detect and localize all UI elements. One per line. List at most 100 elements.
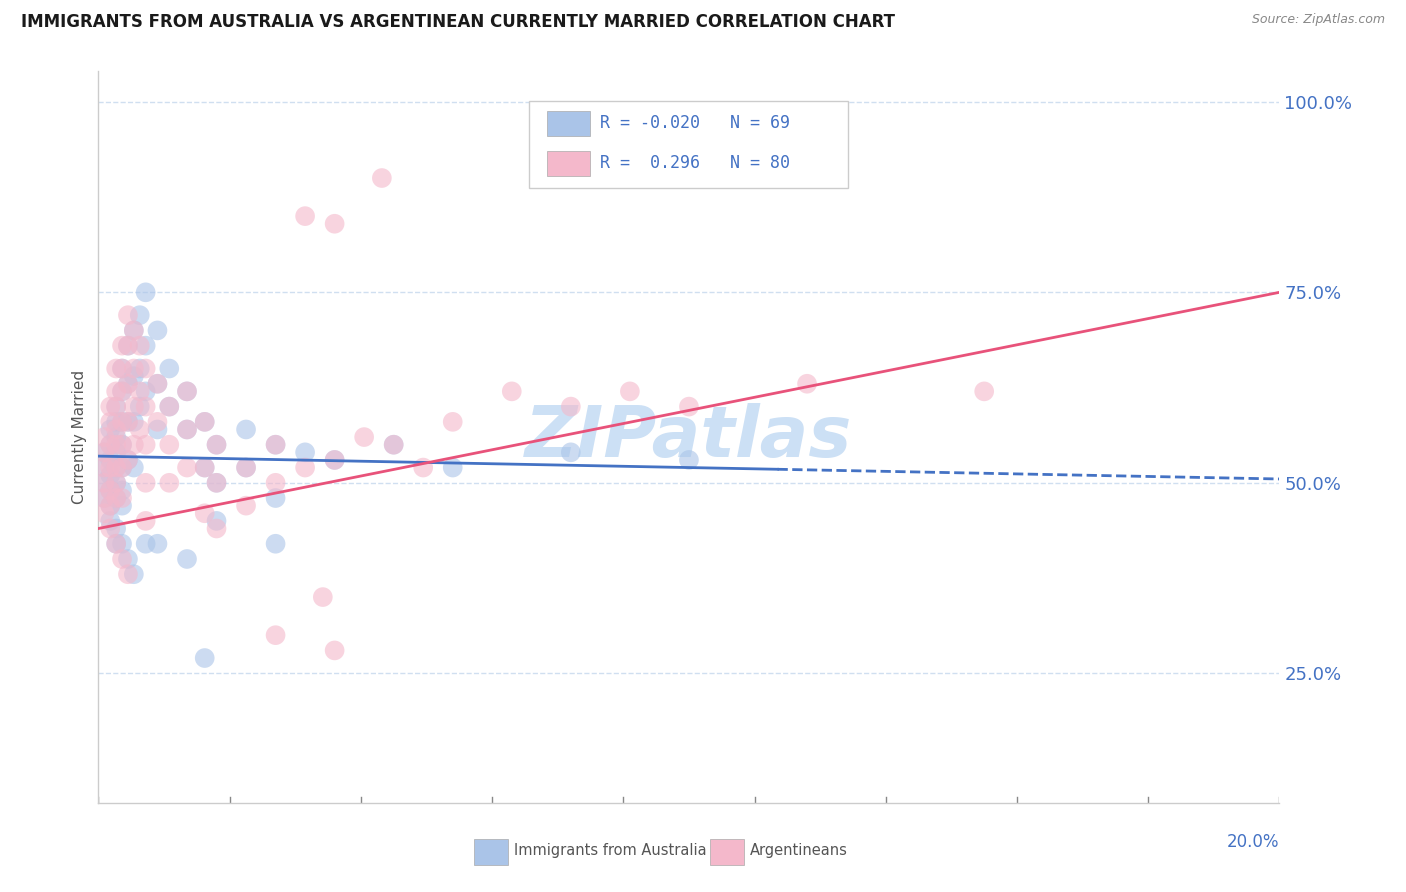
Point <box>157 438 180 452</box>
Point <box>105 521 128 535</box>
Point <box>105 445 128 459</box>
Point <box>678 453 700 467</box>
Point <box>122 460 145 475</box>
Point <box>117 415 139 429</box>
Point <box>157 475 180 490</box>
Point <box>176 460 198 475</box>
Point <box>294 445 316 459</box>
Point <box>93 475 115 490</box>
Point <box>441 415 464 429</box>
Point <box>205 514 228 528</box>
Point <box>135 400 157 414</box>
Text: IMMIGRANTS FROM AUSTRALIA VS ARGENTINEAN CURRENTLY MARRIED CORRELATION CHART: IMMIGRANTS FROM AUSTRALIA VS ARGENTINEAN… <box>21 13 896 31</box>
Point <box>323 217 346 231</box>
Point <box>93 445 115 459</box>
Point <box>146 537 169 551</box>
Point <box>264 491 287 505</box>
Text: ZIPatlas: ZIPatlas <box>526 402 852 472</box>
Point <box>98 460 121 475</box>
Point <box>105 460 128 475</box>
Point <box>157 400 180 414</box>
Point <box>176 422 198 436</box>
Point <box>264 628 287 642</box>
Point <box>111 361 134 376</box>
Point <box>194 506 217 520</box>
Text: R =  0.296   N = 80: R = 0.296 N = 80 <box>600 153 790 172</box>
Point <box>194 415 217 429</box>
Point <box>105 400 128 414</box>
Point <box>441 460 464 475</box>
Point <box>111 491 134 505</box>
Point <box>93 475 115 490</box>
Point <box>98 521 121 535</box>
Point <box>98 422 121 436</box>
FancyBboxPatch shape <box>547 111 589 136</box>
Point <box>194 460 217 475</box>
Point <box>205 475 228 490</box>
Point <box>122 323 145 337</box>
Point <box>117 453 139 467</box>
Point <box>205 438 228 452</box>
Point <box>135 384 157 399</box>
Point <box>176 384 198 399</box>
Point <box>235 460 257 475</box>
Point <box>264 438 287 452</box>
Point <box>135 475 157 490</box>
Point <box>382 438 405 452</box>
Point <box>194 415 217 429</box>
Point <box>117 338 139 352</box>
Text: Source: ZipAtlas.com: Source: ZipAtlas.com <box>1251 13 1385 27</box>
Point <box>501 384 523 399</box>
Point <box>111 499 134 513</box>
Point <box>128 361 150 376</box>
Point <box>128 422 150 436</box>
Point <box>117 415 139 429</box>
Point <box>146 376 169 391</box>
Point <box>560 400 582 414</box>
Point <box>371 171 394 186</box>
Point <box>135 338 157 352</box>
Point <box>135 438 157 452</box>
Point <box>105 460 128 475</box>
Point <box>93 491 115 505</box>
Point <box>353 430 375 444</box>
Point <box>135 537 157 551</box>
FancyBboxPatch shape <box>547 151 589 176</box>
Point <box>93 460 115 475</box>
Point <box>122 323 145 337</box>
Point <box>128 400 150 414</box>
Point <box>111 460 134 475</box>
Point <box>105 438 128 452</box>
Point <box>264 537 287 551</box>
Point <box>111 415 134 429</box>
FancyBboxPatch shape <box>530 101 848 188</box>
Point <box>117 567 139 582</box>
Point <box>264 475 287 490</box>
Point <box>98 438 121 452</box>
Y-axis label: Currently Married: Currently Married <box>72 370 87 504</box>
Point <box>122 361 145 376</box>
Point <box>117 376 139 391</box>
Point <box>135 514 157 528</box>
Point <box>323 643 346 657</box>
Point <box>111 338 134 352</box>
Point <box>105 491 128 505</box>
Point <box>105 475 128 490</box>
Point <box>105 415 128 429</box>
Point <box>98 483 121 498</box>
Point <box>117 453 139 467</box>
Point <box>93 460 115 475</box>
Point <box>560 445 582 459</box>
Point <box>235 499 257 513</box>
Point <box>176 422 198 436</box>
Point <box>205 438 228 452</box>
Point <box>176 384 198 399</box>
Point <box>122 567 145 582</box>
Point <box>111 361 134 376</box>
Point <box>678 400 700 414</box>
Point <box>117 338 139 352</box>
Point <box>111 552 134 566</box>
Point <box>205 475 228 490</box>
Point <box>105 361 128 376</box>
Point <box>205 521 228 535</box>
